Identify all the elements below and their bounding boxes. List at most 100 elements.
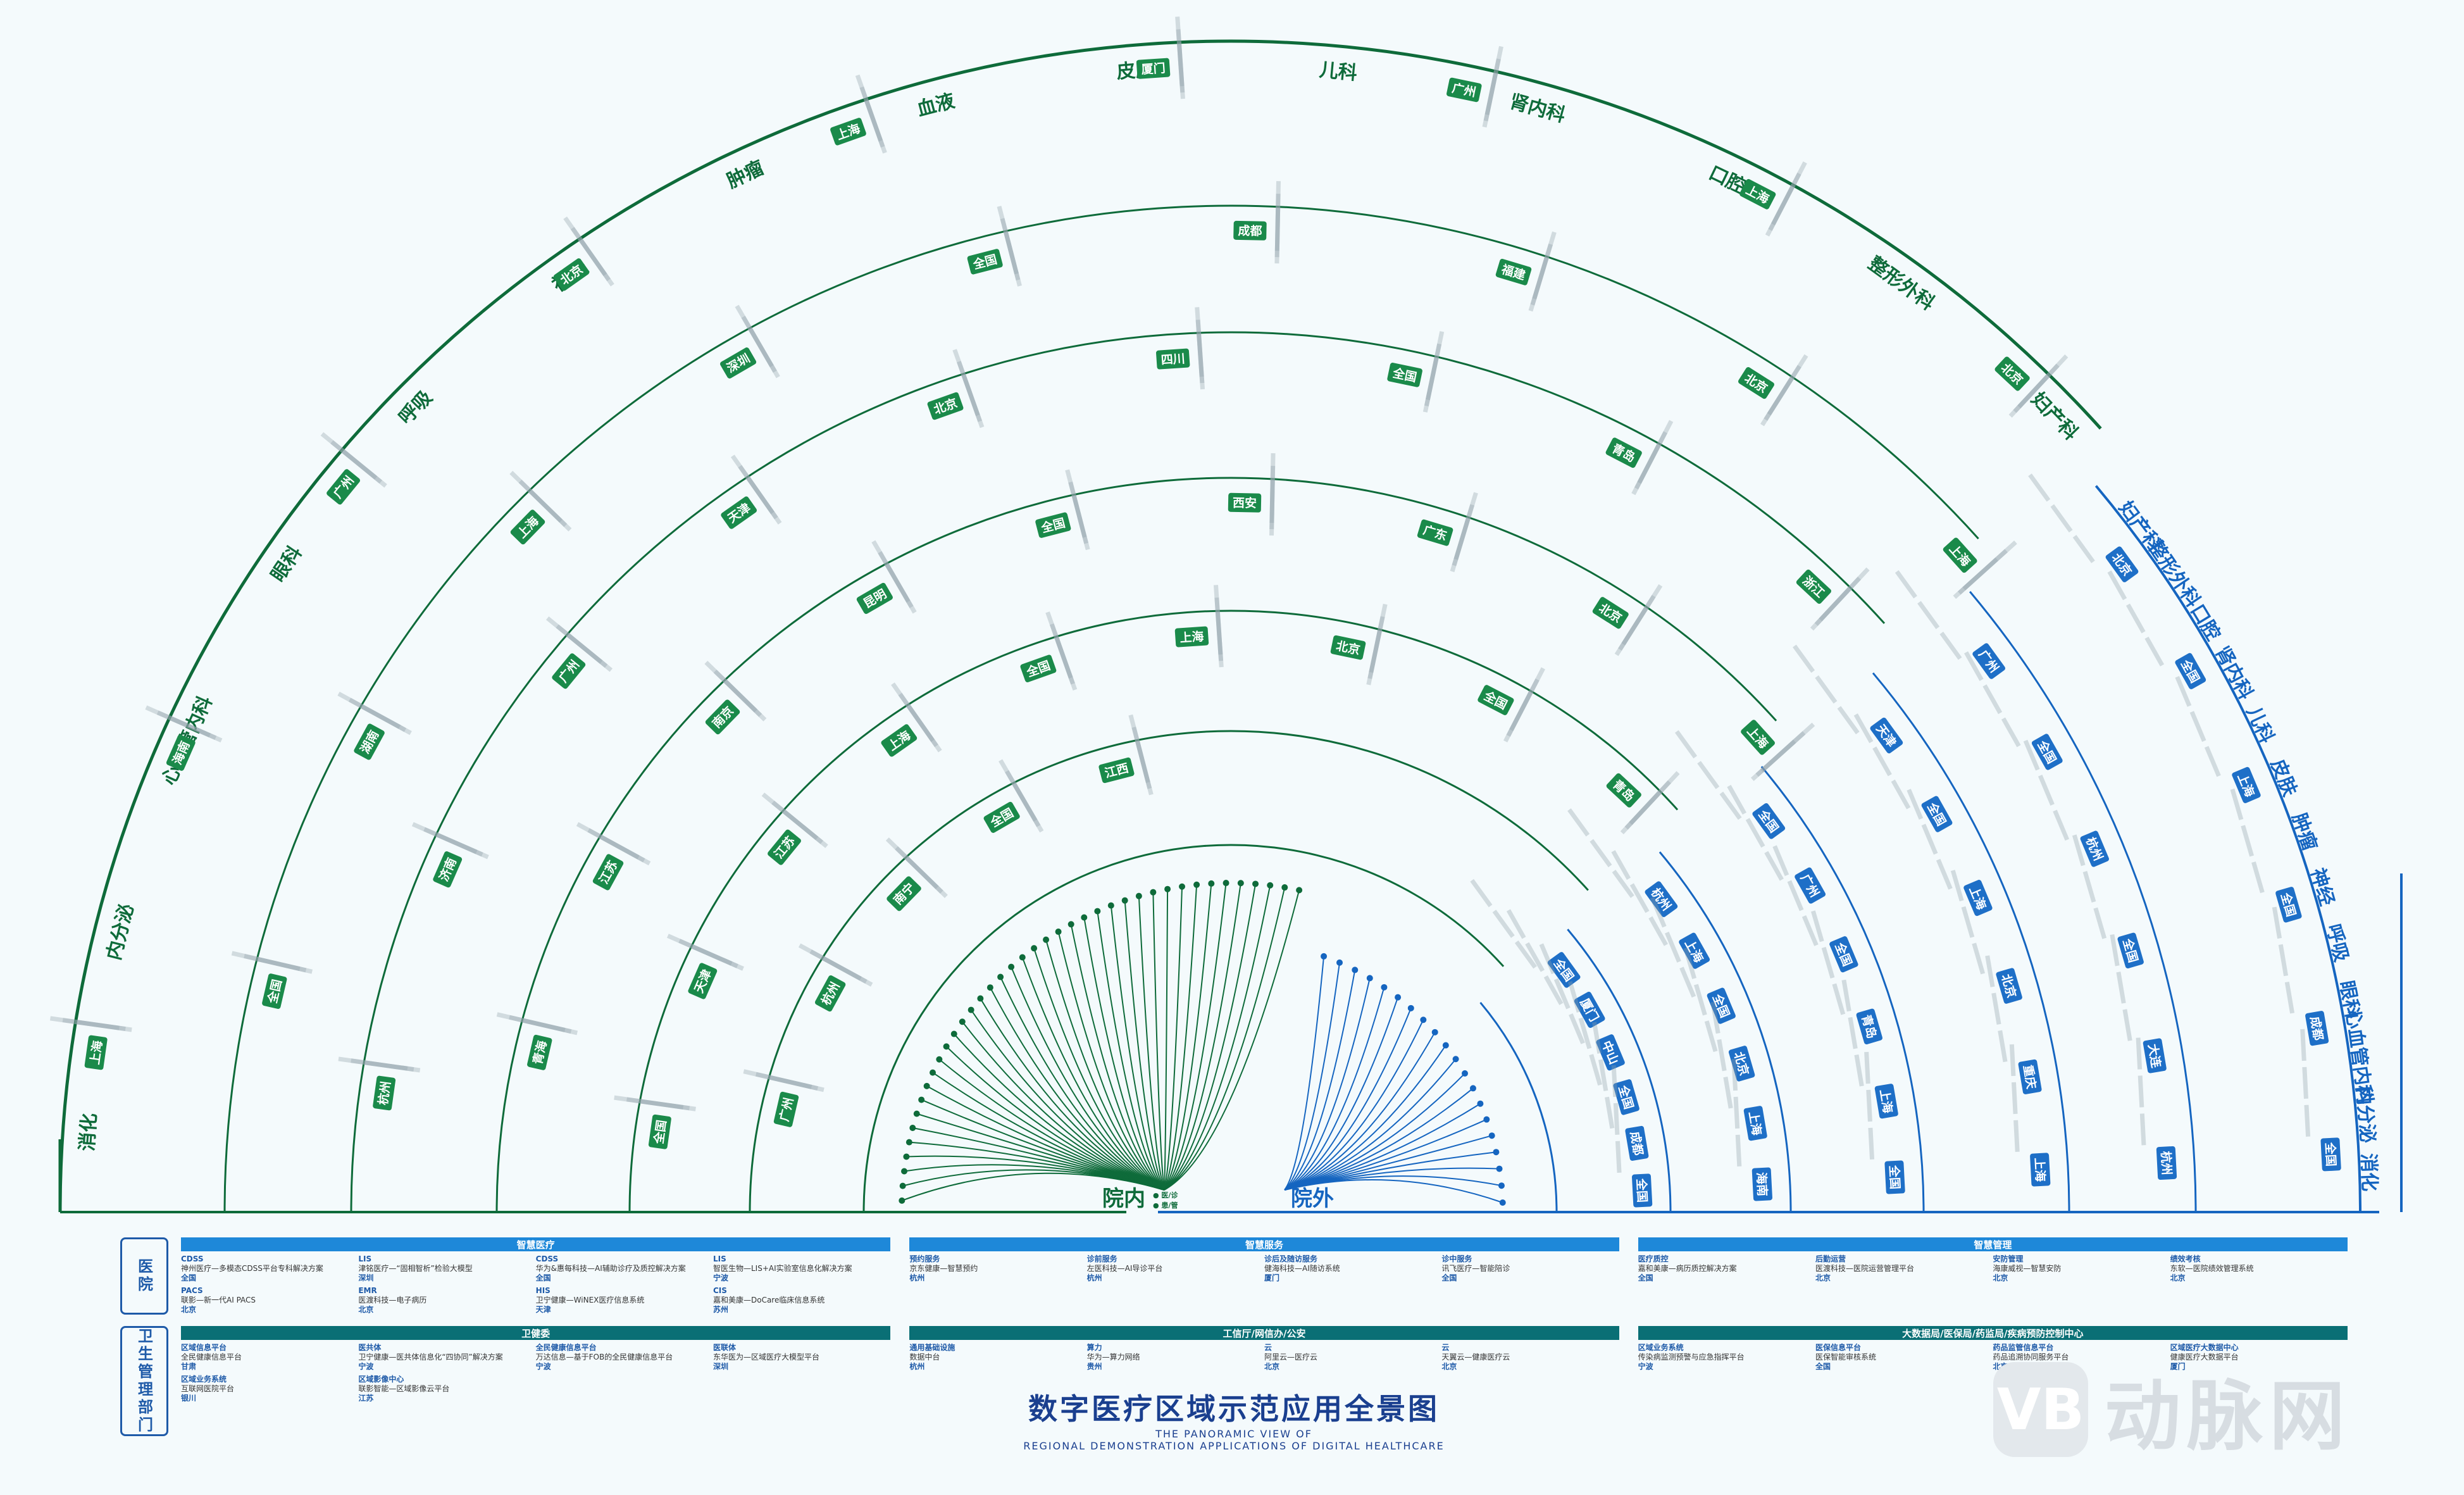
text-line-placeholder [527,488,572,532]
city-tag: 全国 [1772,845,1858,973]
tree-node [1498,1182,1505,1189]
tree-node [1442,1042,1449,1049]
text-line-placeholder [244,954,307,973]
tree-branch [1284,987,1385,1191]
text-line-placeholder [2009,1044,2016,1077]
item-desc: 互联网医院平台 [181,1384,235,1393]
text-line-placeholder [231,951,301,972]
text-line-placeholder [1631,442,1662,496]
item-desc: 嘉和美康—DoCare临床信息系统 [712,1296,825,1304]
text-line-placeholder [1866,1089,1872,1122]
tree-node [1043,936,1050,943]
item-type: 医共体 [358,1343,382,1352]
tree-node [899,1197,905,1204]
text-line-placeholder [1787,880,1804,911]
city-box [2175,653,2206,689]
city-box [1679,932,1710,969]
tree-node [968,1006,974,1013]
text-line-placeholder [1921,823,1938,855]
text-line-placeholder [1614,605,1649,656]
text-line-placeholder [798,943,862,981]
category-label: 内分泌 [2352,1085,2379,1144]
tree-branch [1284,962,1341,1191]
text-line-placeholder [1274,194,1281,258]
city-tag: 北京 [1592,584,1663,656]
text-line-placeholder [2028,473,2051,502]
item-desc: 传染病监测预警与应急指挥平台 [1638,1353,1745,1361]
tree-node [950,1030,957,1037]
item-desc: 健康医疗大数据平台 [2170,1353,2239,1361]
tree-node [1179,883,1186,890]
city-tag: 青海 [496,1012,578,1070]
group-title: 大数据局/医保局/药监局/疾病预防控制中心 [1638,1326,2348,1340]
item-city: 宁波 [535,1362,551,1371]
city-box [768,829,801,865]
tree-node [943,1043,950,1050]
city-tag: 上海 [881,682,942,757]
text-line-placeholder [1269,453,1276,523]
tree-node [1431,1029,1438,1035]
text-line-placeholder [1450,516,1471,572]
text-line-placeholder [1814,577,1861,626]
tree-node [923,1082,930,1089]
text-line-placeholder [1810,910,1824,942]
blue-ring-arc [1969,591,2197,1213]
tree-branch [1284,956,1325,1191]
tree-branch [1097,911,1165,1191]
item-city: 贵州 [1086,1362,1102,1371]
item-city: 北京 [1264,1362,1279,1371]
tree-node [936,1056,943,1063]
blue-ring-arc [1658,851,1792,1213]
tree-node [901,1168,908,1175]
city-box [2018,1059,2042,1094]
text-line-placeholder [761,792,819,841]
city-box [1547,952,1581,988]
item-city: 全国 [1638,1273,1653,1282]
city-name: 福建 [1499,262,1527,283]
city-tag: 上海 [2009,1044,2051,1187]
city-box [1728,1046,1755,1082]
text-line-placeholder [1530,243,1553,306]
application-item: CIS 嘉和美康—DoCare临床信息系统 苏州 [713,1283,890,1315]
city-tag: 全国 [1963,651,2063,770]
text-line-placeholder [411,822,478,854]
text-line-placeholder [1767,354,1808,416]
text-line-placeholder [743,1069,812,1089]
text-line-placeholder [1453,492,1478,560]
text-line-placeholder [1135,739,1154,796]
text-line-placeholder [145,705,211,738]
tree-branch [1021,957,1165,1191]
text-line-placeholder [1961,906,1975,938]
item-city: 深圳 [712,1362,728,1371]
category-label: 呼吸 [394,386,437,428]
text-line-placeholder [1957,549,2008,595]
text-line-placeholder [1963,651,1984,681]
text-line-placeholder [337,691,401,729]
text-line-placeholder [1214,585,1223,655]
text-line-placeholder [961,373,985,428]
text-line-placeholder [348,697,407,732]
text-line-placeholder [509,470,563,523]
text-line-placeholder [1424,343,1442,407]
blue-ring-arc [2094,485,2361,1213]
text-line-placeholder [614,1095,684,1110]
category-label: 眼科 [267,542,307,585]
text-line-placeholder [1704,1020,1718,1053]
tree-node [909,1124,916,1131]
blue-ring-arc [1567,929,1672,1213]
category-group: 工信厅/网信办/公安 通用基础设施 数据中台 杭州 算力 华为—算力网络 贵州云阿里云—医疗… [909,1326,1619,1436]
application-item: 云阿里云—医疗云 北京 [1264,1340,1441,1372]
text-line-placeholder [2008,373,2051,418]
text-line-placeholder [1765,184,1796,237]
text-line-placeholder [156,710,217,741]
text-line-placeholder [1745,818,1765,848]
item-type: 通用基础设施 [909,1343,955,1352]
application-item: 诊中服务 讯飞医疗—智能陪诊 全国 [1441,1251,1619,1283]
city-box [1884,1160,1905,1194]
city-box [1921,796,1953,832]
text-line-placeholder [768,1075,824,1092]
text-line-placeholder [62,1018,126,1032]
city-tag: 广州 [1727,785,1826,904]
text-line-placeholder [1532,231,1557,300]
application-item: HIS 卫宁健康—WiNEX医疗信息系统 天津 [536,1283,713,1315]
